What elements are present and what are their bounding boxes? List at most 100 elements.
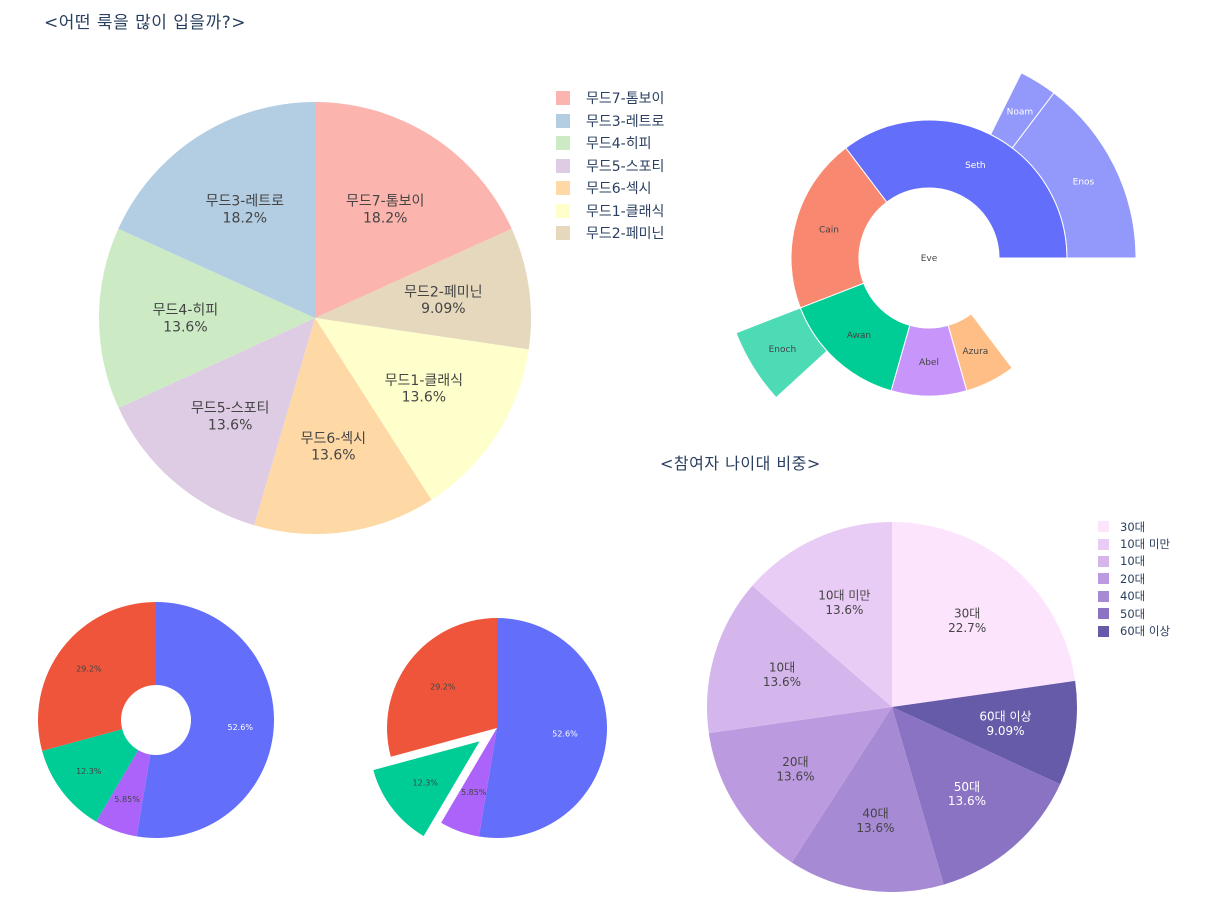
sunburst-label: Noam — [1007, 108, 1034, 118]
legend-swatch-icon — [556, 203, 570, 218]
sunburst-label: Enos — [1073, 177, 1095, 187]
age-chart-title: <참여자 나이대 비중> — [660, 454, 821, 473]
legend-label: 무드7-톰보이 — [586, 91, 665, 108]
legend-label: 50대 — [1120, 606, 1146, 621]
slice-label: 무드6-섹시 13.6% — [301, 431, 366, 464]
legend-label: 무드6-섹시 — [586, 181, 652, 198]
style-legend-item[interactable]: 무드4-히피 — [556, 132, 664, 155]
slice-label: 29.2% — [430, 682, 456, 691]
legend-swatch-icon — [1098, 608, 1109, 620]
pie-slice[interactable] — [791, 707, 944, 892]
sunburst-label: Abel — [919, 358, 939, 368]
pie-slice[interactable] — [254, 318, 432, 534]
sunburst-segment-azura[interactable] — [947, 313, 1013, 392]
slice-label: 52.6% — [228, 723, 254, 732]
age-legend-item[interactable]: 20대 — [1098, 570, 1170, 587]
slice-label: 50대 13.6% — [948, 780, 986, 808]
sunburst-segment-noam[interactable] — [989, 72, 1055, 149]
pie-slice[interactable] — [315, 102, 512, 318]
pie-slice[interactable] — [707, 585, 892, 734]
legend-label: 무드1-클래식 — [586, 203, 665, 220]
pulled_pie — [373, 618, 607, 838]
legend-label: 무드5-스포티 — [586, 158, 665, 175]
sunburst-label: Awan — [847, 331, 871, 341]
pie-slice[interactable] — [892, 680, 1077, 785]
pie-slice[interactable] — [315, 228, 532, 350]
pie-slice[interactable] — [42, 729, 139, 822]
family-sunburst — [735, 72, 1137, 399]
slice-label: 무드4-히피 13.6% — [153, 303, 218, 336]
age-legend-item[interactable]: 40대 — [1098, 588, 1170, 605]
style-legend-item[interactable]: 무드6-섹시 — [556, 177, 664, 200]
legend-swatch-icon — [1098, 573, 1109, 585]
style-legend-item[interactable]: 무드3-레트로 — [556, 110, 664, 133]
sunburst-label: Azura — [962, 347, 988, 357]
slice-label: 무드5-스포티 13.6% — [191, 400, 269, 433]
pie-slice[interactable] — [478, 618, 607, 838]
slice-label: 5.85% — [461, 788, 487, 797]
slice-label: 52.6% — [552, 729, 578, 738]
style-legend-item[interactable]: 무드7-톰보이 — [556, 87, 664, 110]
pie-slice[interactable] — [386, 618, 497, 757]
legend-swatch-icon — [556, 136, 570, 151]
slice-label: 무드2-페미닌 9.09% — [404, 284, 482, 317]
legend-swatch-icon — [1098, 590, 1109, 602]
slice-label: 무드3-레트로 18.2% — [206, 194, 284, 227]
pie-slice[interactable] — [708, 707, 892, 863]
pie-slice[interactable] — [118, 318, 315, 526]
age-legend: 30대 10대 미만 10대 20대 40대 50대 60대 이상 — [1098, 518, 1170, 640]
sunburst-segment-enoch[interactable] — [735, 307, 828, 399]
style-legend-item[interactable]: 무드5-스포티 — [556, 155, 664, 178]
slice-label: 60대 이상 9.09% — [979, 710, 1031, 738]
slice-label: 29.2% — [76, 664, 102, 673]
slice-label: 10대 13.6% — [763, 661, 801, 689]
pie-slice[interactable] — [373, 741, 480, 837]
style_pie — [98, 102, 532, 534]
pie-slice[interactable] — [98, 228, 315, 408]
pie-slice[interactable] — [315, 318, 529, 500]
legend-swatch-icon — [556, 158, 570, 173]
legend-label: 30대 — [1120, 519, 1146, 534]
pie-slice[interactable] — [441, 728, 497, 837]
pie-slice[interactable] — [892, 707, 1061, 885]
age-legend-item[interactable]: 30대 — [1098, 518, 1170, 535]
age-legend-item[interactable]: 10대 — [1098, 553, 1170, 570]
sunburst-label: Enoch — [769, 345, 797, 355]
age_pie — [707, 522, 1077, 892]
slice-label: 12.3% — [413, 778, 439, 787]
legend-label: 20대 — [1120, 571, 1146, 586]
legend-label: 무드4-히피 — [586, 136, 652, 153]
slice-label: 40대 13.6% — [856, 807, 894, 835]
slice-label: 무드1-클래식 13.6% — [385, 373, 463, 406]
legend-swatch-icon — [556, 181, 570, 196]
style-legend-item[interactable]: 무드2-페미닌 — [556, 222, 664, 245]
slice-label: 무드7-톰보이 18.2% — [346, 194, 424, 227]
legend-swatch-icon — [1098, 555, 1109, 567]
slice-label: 12.3% — [76, 767, 102, 776]
legend-label: 60대 이상 — [1120, 624, 1171, 639]
pie-slice[interactable] — [118, 102, 315, 318]
age-legend-item[interactable]: 60대 이상 — [1098, 622, 1170, 639]
sunburst-label: Cain — [819, 226, 839, 236]
sunburst-label: Seth — [965, 161, 985, 171]
legend-swatch-icon — [556, 113, 570, 128]
legend-label: 무드3-레트로 — [586, 113, 665, 130]
slice-label: 30대 22.7% — [948, 606, 986, 634]
legend-label: 무드2-페미닌 — [586, 226, 665, 243]
pie-slice[interactable] — [136, 602, 275, 838]
pie-slice[interactable] — [752, 522, 892, 707]
pie-slice[interactable] — [892, 522, 1076, 707]
pie-slice[interactable] — [96, 750, 151, 837]
donut_chart — [37, 602, 275, 838]
legend-swatch-icon — [1098, 538, 1109, 550]
sunburst-segment-cain[interactable] — [790, 147, 888, 309]
slice-label: 5.85% — [114, 795, 140, 804]
age-legend-item[interactable]: 10대 미만 — [1098, 535, 1170, 552]
legend-swatch-icon — [1098, 625, 1109, 637]
pie-slice[interactable] — [37, 602, 156, 751]
age-legend-item[interactable]: 50대 — [1098, 605, 1170, 622]
slice-label: 10대 미만 13.6% — [818, 589, 870, 617]
style-legend-item[interactable]: 무드1-클래식 — [556, 200, 664, 223]
